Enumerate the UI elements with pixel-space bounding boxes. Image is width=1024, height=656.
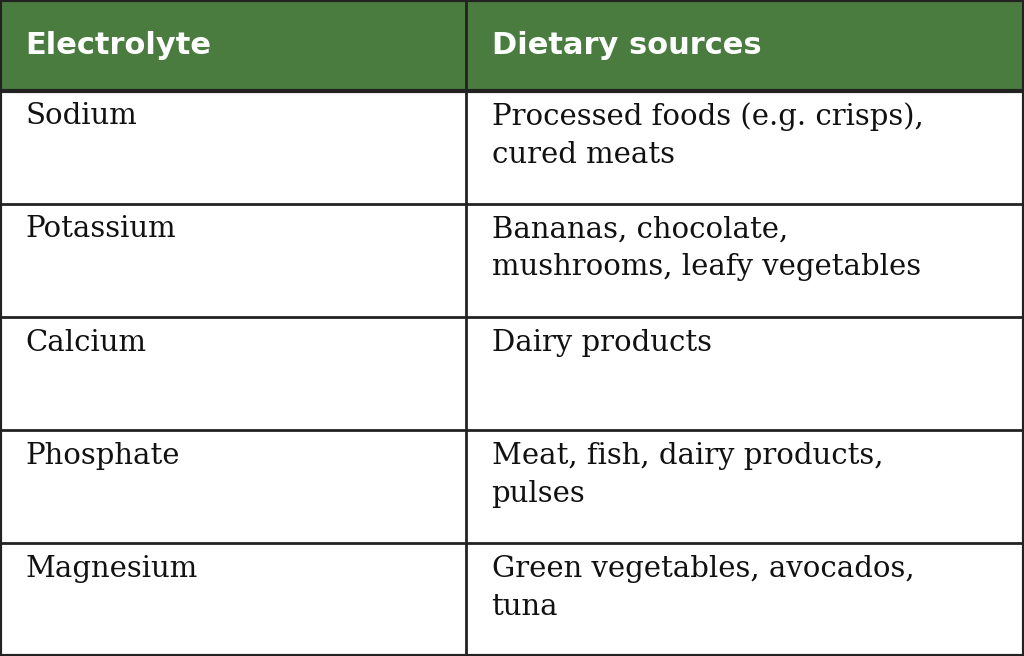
Bar <box>0 317 1024 430</box>
Text: Dietary sources: Dietary sources <box>492 31 761 60</box>
Bar <box>0 543 1024 656</box>
Text: Dairy products: Dairy products <box>492 329 712 356</box>
Bar <box>0 203 1024 317</box>
Text: Calcium: Calcium <box>26 329 146 356</box>
Text: Meat, fish, dairy products,
pulses: Meat, fish, dairy products, pulses <box>492 441 883 508</box>
Text: Electrolyte: Electrolyte <box>26 31 212 60</box>
Text: Potassium: Potassium <box>26 215 176 243</box>
Bar <box>0 91 1024 203</box>
Text: Magnesium: Magnesium <box>26 555 198 583</box>
Bar <box>0 0 1024 91</box>
Text: Bananas, chocolate,
mushrooms, leafy vegetables: Bananas, chocolate, mushrooms, leafy veg… <box>492 215 921 281</box>
Text: Phosphate: Phosphate <box>26 441 180 470</box>
Text: Green vegetables, avocados,
tuna: Green vegetables, avocados, tuna <box>492 555 914 621</box>
Bar <box>0 430 1024 543</box>
Text: Sodium: Sodium <box>26 102 137 131</box>
Text: Processed foods (e.g. crisps),
cured meats: Processed foods (e.g. crisps), cured mea… <box>492 102 924 169</box>
